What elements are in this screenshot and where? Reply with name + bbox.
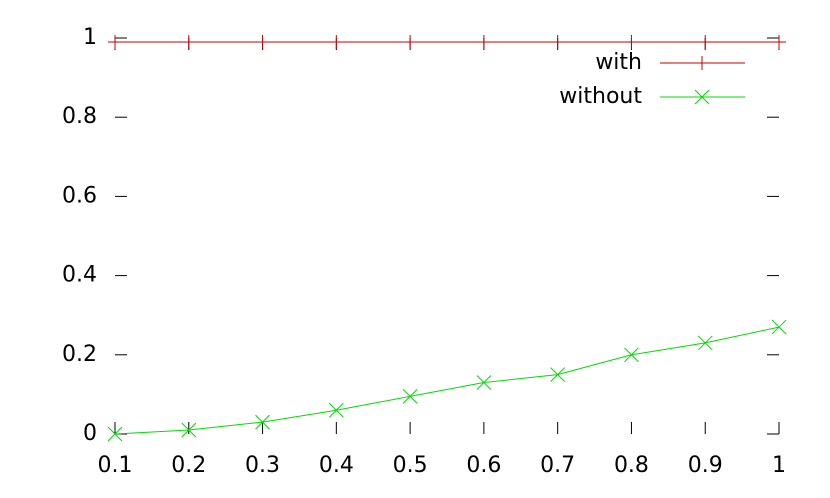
point-marker — [698, 34, 713, 49]
point-marker — [402, 389, 418, 404]
y-tick-label: 0 — [83, 421, 97, 446]
y-tick-label: 0.2 — [62, 342, 97, 367]
x-tick-label: 0.8 — [614, 453, 649, 478]
x-tick-label: 0.5 — [393, 453, 428, 478]
point-marker — [624, 347, 639, 363]
legend-label: with — [595, 50, 642, 75]
point-marker — [329, 34, 344, 49]
x-tick-label: 0.1 — [98, 453, 133, 478]
point-marker — [550, 34, 565, 49]
y-tick-label: 0.6 — [62, 183, 97, 208]
x-tick-label: 0.4 — [319, 453, 354, 478]
y-tick-label: 1 — [83, 25, 97, 50]
point-marker — [772, 34, 786, 49]
x-tick-label: 0.3 — [245, 453, 280, 478]
point-marker — [255, 34, 270, 49]
series-line — [114, 326, 780, 435]
point-marker — [108, 34, 122, 49]
x-tick-label: 0.2 — [171, 453, 206, 478]
y-tick-label: 0.8 — [62, 104, 97, 129]
point-marker — [771, 319, 787, 335]
point-marker — [476, 34, 491, 49]
point-marker — [107, 426, 123, 442]
x-tick-label: 0.6 — [466, 453, 501, 478]
point-marker — [697, 335, 713, 351]
legend-label: without — [559, 84, 642, 109]
legend-marker — [695, 56, 709, 70]
point-marker — [550, 367, 566, 382]
x-tick-label: 1 — [772, 453, 786, 478]
point-marker — [476, 375, 492, 390]
x-tick-label: 0.9 — [688, 453, 723, 478]
point-marker — [255, 414, 270, 430]
point-marker — [403, 34, 418, 49]
point-marker — [181, 422, 197, 438]
point-marker — [328, 402, 344, 418]
y-tick-label: 0.4 — [62, 263, 97, 288]
legend-marker — [694, 89, 710, 105]
point-marker — [624, 34, 639, 49]
point-marker — [181, 34, 196, 49]
x-tick-label: 0.7 — [540, 453, 575, 478]
